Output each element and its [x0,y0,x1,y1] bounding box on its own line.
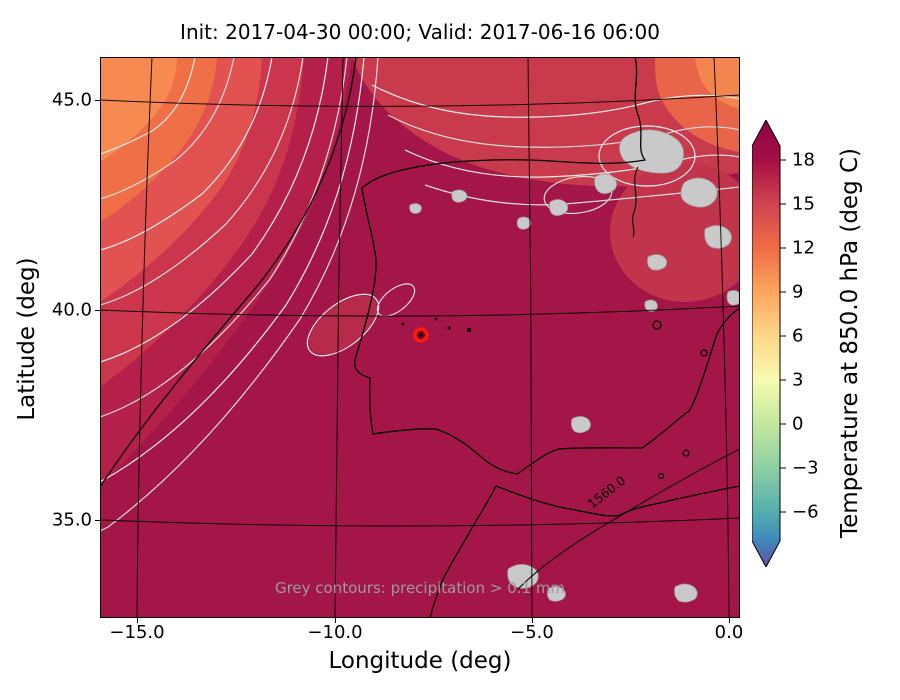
colorbar-label: Temperature at 850.0 hPa (deg C) [837,147,863,539]
geopotential-contours [100,57,740,590]
y-tickmark [95,310,100,311]
figure-title: Init: 2017-04-30 00:00; Valid: 2017-06-1… [180,20,660,44]
precipitation-patches [409,129,740,603]
precip-note: Grey contours: precipitation > 0.1 mm [274,579,566,597]
x-tick-label: −15.0 [109,622,165,643]
x-tickmark [532,618,533,623]
colorbar-tick-label: −3 [792,457,819,479]
axes-frame [100,57,740,618]
colorbar-tick-label: 12 [792,237,815,259]
map-canvas: 1560.0 [100,57,740,618]
colorbar-tick-label: 6 [792,325,804,347]
map-plot-area: 1560.0 [100,57,740,618]
colorbar-tick-label: 9 [792,281,804,303]
y-tick-label: 45.0 [51,89,92,111]
colorbar-tick-label: 3 [792,369,804,391]
colorbar-tick-label: 18 [792,149,815,171]
colorbar-tick-label: 0 [792,413,804,435]
y-axis-label: Latitude (deg) [14,257,40,421]
x-tickmark [335,618,336,623]
x-tickmark [729,618,730,623]
x-tickmark [137,618,138,623]
colorbar-gradient [751,118,786,569]
colorbar-tick-label: −6 [792,501,819,523]
y-tick-label: 35.0 [51,509,92,531]
x-tick-label: −5.0 [510,622,554,643]
graticule-grid [100,57,740,618]
precipitation-contours [100,57,740,532]
x-tick-label: −10.0 [307,622,363,643]
small-contour-specks [401,317,708,480]
y-tickmark [95,100,100,101]
x-axis-label: Longitude (deg) [328,648,512,674]
colorbar-tickmarks [780,159,786,513]
y-tick-label: 40.0 [51,299,92,321]
coastlines [354,57,740,618]
location-marker [413,327,429,343]
y-tickmark [95,520,100,521]
colorbar [751,118,788,571]
colorbar-tick-label: 15 [792,193,815,215]
x-tick-label: 0.0 [714,622,744,643]
